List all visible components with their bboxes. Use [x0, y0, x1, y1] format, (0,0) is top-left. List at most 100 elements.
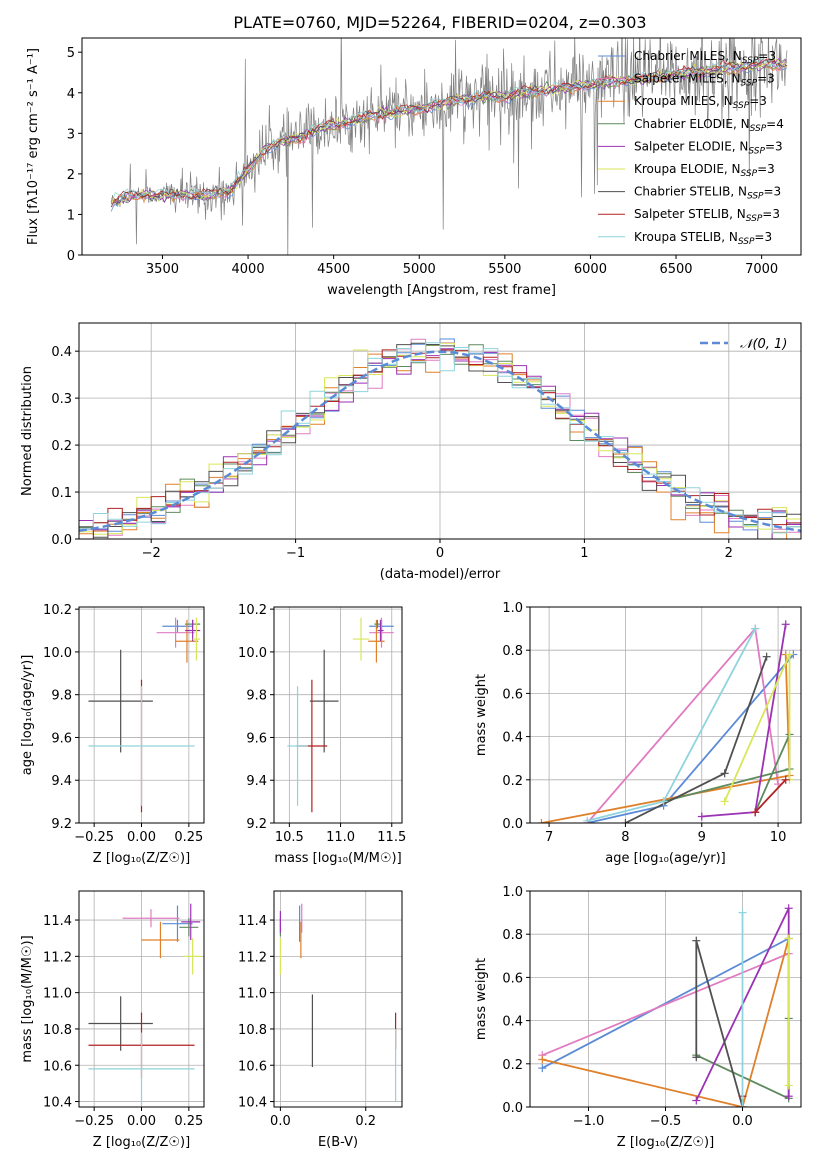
y-tick-label: 11.4 [238, 914, 267, 929]
y-tick-label: 9.6 [246, 731, 267, 746]
y-tick-label: 0.8 [502, 644, 523, 659]
x-tick-label: 7000 [745, 262, 778, 277]
x-tick-label: 10.5 [275, 830, 304, 845]
x-tick-label: 7 [545, 830, 553, 845]
y-tick-label: 10.6 [43, 1059, 72, 1074]
y-tick-label: 0.6 [502, 687, 523, 702]
y-tick-label: 11.0 [238, 987, 267, 1002]
model-spectrum-kroupa_stelib [110, 58, 788, 200]
x-tick-label: −0.25 [74, 830, 114, 845]
y-tick-label: 11.2 [43, 950, 72, 965]
legend-entry-kroupa_stelib: Kroupa STELIB, NSSP=3 [634, 230, 772, 247]
x-tick-label: 0.25 [174, 1114, 203, 1129]
y-tick-label: 9.4 [51, 774, 72, 789]
x-tick-label: 1 [580, 546, 588, 561]
figure-title: PLATE=0760, MJD=52264, FIBERID=0204, z=0… [233, 13, 646, 32]
legend-entry-salpeter_stelib: Salpeter STELIB, NSSP=3 [634, 207, 780, 224]
x-tick-label: −0.5 [650, 1114, 682, 1129]
y-tick-label: 9.8 [51, 689, 72, 704]
y-tick-label: 1.0 [502, 885, 523, 900]
x-tick-label: 5500 [488, 262, 521, 277]
y-tick-label: 3 [67, 127, 75, 142]
x-tick-label: −0.25 [74, 1114, 114, 1129]
y-tick-label: 4 [67, 87, 75, 102]
y-tick-label: 11.0 [43, 987, 72, 1002]
panel-mass-vs-Z: −0.25 0.00 0.25 10.4 10.6 10.8 11.0 11.2 11.4 Z [… [20, 890, 205, 1150]
series-line-kroupa_miles [542, 938, 790, 1107]
x-tick-label: 11.5 [377, 830, 406, 845]
x-tick-label: 0 [436, 546, 444, 561]
axes-frame [529, 606, 802, 824]
x-axis-label: Z [log₁₀(Z/Z☉)] [93, 851, 190, 866]
panel-spectrum: 3500 4000 4500 5000 5500 6000 6500 7000 0 1 2 3 4 5 wa… [26, 37, 802, 298]
y-tick-label: 0 [67, 249, 75, 264]
plot-area [279, 903, 397, 1102]
y-axis-label: mass weight [474, 958, 489, 1040]
x-tick-label: 0.0 [270, 1114, 291, 1129]
y-tick-label: 0.0 [502, 817, 523, 832]
x-tick-label: 10 [770, 830, 787, 845]
x-tick-label: 4500 [317, 262, 350, 277]
y-tick-label: 10.4 [238, 1096, 267, 1111]
plot-area [110, 38, 788, 255]
x-tick-label: 0.0 [732, 1114, 753, 1129]
y-tick-label: 0.4 [502, 731, 523, 746]
y-tick-label: 11.2 [238, 950, 267, 965]
x-axis-label: (data-model)/error [380, 567, 501, 582]
legend: 𝒩(0, 1) [700, 337, 787, 352]
panel-residual-histogram: −2 −1 0 1 2 0.0 0.1 0.2 0.3 0.4 (data-model)/error… [20, 322, 802, 582]
series-line-kroupa_elodie [723, 654, 791, 802]
x-tick-label: 9 [698, 830, 706, 845]
y-tick-label: 9.2 [51, 817, 72, 832]
y-tick-label: 0.0 [51, 533, 72, 548]
plot-area [287, 617, 394, 813]
x-axis-label: Z [log₁₀(Z/Z☉)] [93, 1135, 190, 1150]
legend-entry-kroupa_elodie: Kroupa ELODIE, NSSP=3 [634, 162, 775, 179]
x-axis-label: wavelength [Angstrom, rest frame] [327, 283, 556, 298]
y-tick-label: 10.8 [238, 1023, 267, 1038]
panel-age-vs-Z: −0.25 0.00 0.25 9.2 9.4 9.6 9.8 10.0 10.2 Z [log₁… [20, 603, 205, 866]
x-axis-label: mass [log₁₀(M/M☉)] [274, 851, 401, 866]
y-tick-label: 0.4 [51, 345, 72, 360]
plot-area [537, 620, 798, 823]
axes-frame [273, 890, 403, 1108]
series-line-salpeter_miles [541, 952, 790, 1057]
legend-entry-salpeter_miles: Salpeter MILES, NSSP=3 [634, 72, 775, 89]
y-tick-label: 0.6 [502, 971, 523, 986]
y-tick-label: 9.8 [246, 689, 267, 704]
y-axis-label: mass [log₁₀(M/M☉)] [20, 935, 35, 1062]
x-tick-label: 8 [621, 830, 629, 845]
y-tick-label: 1 [67, 208, 75, 223]
y-axis-label: age [log₁₀(age/yr)] [20, 655, 35, 776]
x-tick-label: −1 [286, 546, 305, 561]
y-tick-label: 5 [67, 46, 75, 61]
x-axis-label: age [log₁₀(age/yr)] [605, 851, 726, 866]
axes-frame [81, 37, 802, 256]
plot-area [538, 904, 793, 1107]
y-tick-label: 10.4 [43, 1096, 72, 1111]
x-tick-label: 11.0 [326, 830, 355, 845]
x-tick-label: 0.25 [174, 830, 203, 845]
plot-layer: 3500 4000 4500 5000 5500 6000 6500 7000 0 1 2 3 4 5 wa… [20, 37, 802, 1150]
axes-frame [273, 606, 403, 824]
y-tick-label: 10.0 [43, 646, 72, 661]
y-tick-label: 9.2 [246, 817, 267, 832]
legend-entry-kroupa_miles: Kroupa MILES, NSSP=3 [634, 94, 767, 111]
x-tick-label: 0.00 [127, 830, 156, 845]
panel-massweight-vs-Z: −1.0 −0.5 0.0 0.0 0.2 0.4 0.6 0.8 1.0 Z [log₁₀(Z/… [474, 885, 802, 1150]
y-axis-label: Normed distribution [20, 366, 35, 496]
series-line-salpeter_stelib [754, 779, 787, 813]
plot-area [88, 903, 203, 1106]
y-tick-label: 0.1 [51, 486, 72, 501]
x-tick-label: 6500 [659, 262, 692, 277]
y-tick-label: 10.0 [238, 646, 267, 661]
y-tick-label: 0.8 [502, 928, 523, 943]
y-tick-label: 10.6 [238, 1059, 267, 1074]
x-tick-label: 3500 [146, 262, 179, 277]
y-tick-label: 9.6 [51, 731, 72, 746]
y-tick-label: 0.2 [502, 1058, 523, 1073]
panel-massweight-vs-age: 7 8 9 10 0.0 0.2 0.4 0.6 0.8 1.0 age [log₁₀(age/yr… [474, 601, 802, 866]
x-tick-label: 0.00 [127, 1114, 156, 1129]
data-spectrum-line [110, 38, 788, 255]
